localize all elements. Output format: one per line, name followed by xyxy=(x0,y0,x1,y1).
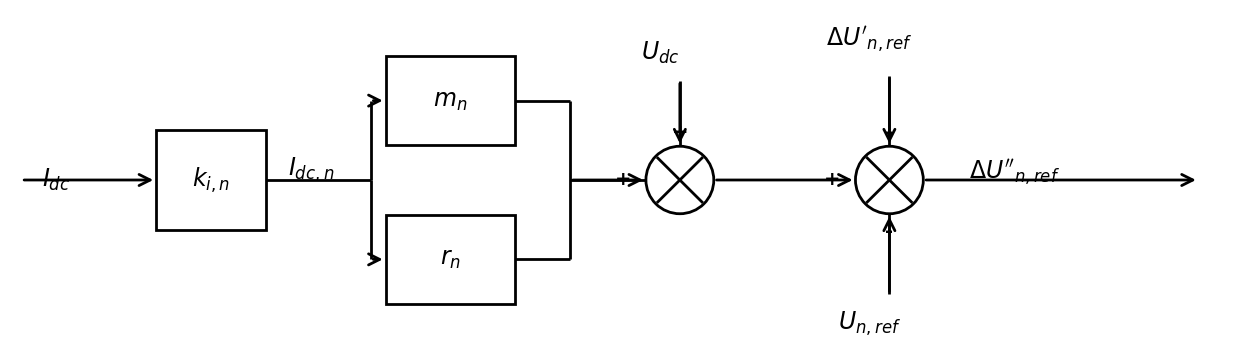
Bar xyxy=(157,130,266,230)
Text: +: + xyxy=(615,171,631,190)
Bar xyxy=(386,56,515,145)
Bar xyxy=(386,215,515,304)
Text: -: - xyxy=(885,123,894,142)
Circle shape xyxy=(646,146,714,214)
Text: $k_{i,n}$: $k_{i,n}$ xyxy=(192,165,231,195)
Text: $\Delta U''_{n,ref}$: $\Delta U''_{n,ref}$ xyxy=(969,157,1060,187)
Text: +: + xyxy=(672,123,688,142)
Circle shape xyxy=(856,146,924,214)
Text: $U_{n,ref}$: $U_{n,ref}$ xyxy=(838,310,901,338)
Text: $I_{dc}$: $I_{dc}$ xyxy=(42,167,70,193)
Text: +: + xyxy=(825,171,841,190)
Text: $I_{dc,n}$: $I_{dc,n}$ xyxy=(287,156,334,184)
Text: $\Delta U'_{n,ref}$: $\Delta U'_{n,ref}$ xyxy=(826,24,912,54)
Text: $m_n$: $m_n$ xyxy=(433,89,467,113)
Text: $U_{dc}$: $U_{dc}$ xyxy=(641,40,679,66)
Text: -: - xyxy=(885,222,894,241)
Text: $r_n$: $r_n$ xyxy=(440,247,461,271)
